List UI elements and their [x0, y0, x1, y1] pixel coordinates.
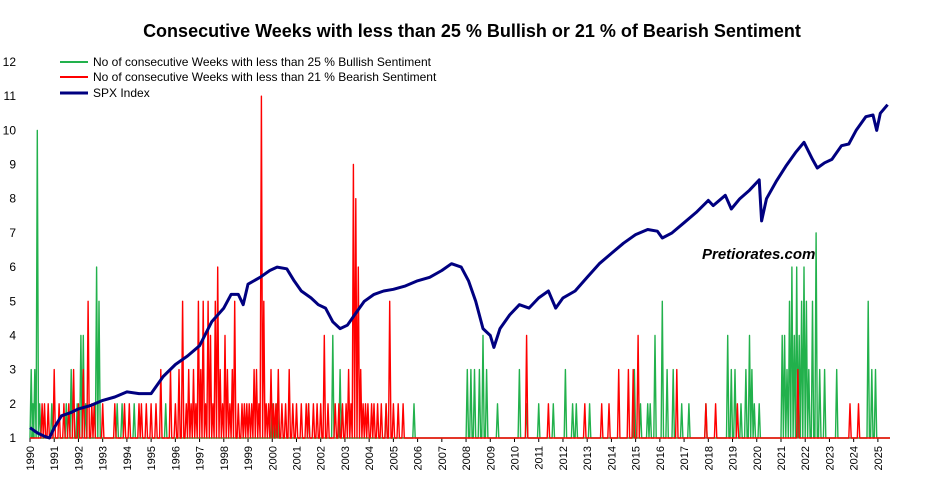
y-tick-label: 10	[3, 123, 17, 137]
legend-label-bearish: No of consecutive Weeks with less than 2…	[93, 70, 437, 84]
x-tick-label: 2022	[800, 446, 812, 470]
x-tick-label: 1995	[146, 446, 158, 470]
x-tick-label: 2017	[679, 446, 691, 470]
spx-series	[29, 103, 889, 440]
x-tick-label: 2012	[558, 446, 570, 470]
x-tick-label: 2006	[413, 446, 425, 470]
x-tick-label: 2001	[291, 446, 303, 470]
bearish-spike-line	[30, 95, 890, 439]
x-tick-label: 2018	[703, 446, 715, 470]
x-tick-labels: 1990 1991 1992 1993 1994 1995 1996 1997 1998 1999…	[25, 446, 885, 470]
x-tick-label: 2004	[364, 446, 376, 470]
x-tick-label: 1990	[25, 446, 37, 470]
x-tick-label: 2011	[534, 446, 546, 470]
x-tick-label: 1998	[219, 446, 231, 470]
x-tick-label: 2024	[849, 446, 861, 470]
legend: No of consecutive Weeks with less than 2…	[60, 55, 437, 100]
x-tick-label: 2000	[267, 446, 279, 470]
chart-title: Consecutive Weeks with less than 25 % Bu…	[143, 21, 801, 41]
y-tick-label: 3	[9, 363, 16, 377]
legend-label-bullish: No of consecutive Weeks with less than 2…	[93, 55, 432, 69]
y-tick-label: 5	[9, 294, 16, 308]
y-tick-label: 1	[9, 431, 16, 445]
x-tick-label: 2015	[631, 446, 643, 470]
x-tick-label: 1993	[98, 446, 110, 470]
y-tick-label: 12	[3, 55, 17, 69]
y-tick-label: 11	[4, 89, 17, 103]
x-tick-label: 1994	[122, 446, 134, 470]
y-tick-label: 7	[9, 226, 16, 240]
x-tick-label: 2002	[316, 446, 328, 470]
x-tick-label: 2025	[873, 446, 885, 470]
x-tick-label: 2020	[752, 446, 764, 470]
x-tick-label: 2009	[485, 446, 497, 470]
y-tick-label: 8	[9, 192, 16, 206]
x-tick-label: 1997	[195, 446, 207, 470]
x-tick-label: 1999	[243, 446, 255, 470]
spx-line	[29, 103, 889, 440]
x-tick-label: 2003	[340, 446, 352, 470]
x-tick-label: 2010	[510, 446, 522, 470]
x-tick-label: 1992	[73, 446, 85, 470]
legend-label-spx: SPX Index	[93, 86, 150, 100]
x-tick-label: 1996	[170, 446, 182, 470]
watermark: Pretiorates.com	[702, 246, 815, 263]
y-tick-label: 4	[9, 328, 16, 342]
x-tick-label: 2016	[655, 446, 667, 470]
bearish-series	[30, 95, 890, 439]
x-tick-label: 2008	[461, 446, 473, 470]
x-tick-label: 2023	[824, 446, 836, 470]
x-tick-label: 2005	[388, 446, 400, 470]
y-tick-label: 9	[9, 158, 16, 172]
y-tick-label: 2	[9, 397, 16, 411]
bullish-series	[29, 129, 890, 439]
y-tick-label: 6	[9, 260, 16, 274]
x-tick-label: 2019	[728, 446, 740, 470]
bullish-spike-line	[29, 129, 890, 439]
x-tick-label: 2014	[606, 446, 618, 470]
x-tick-label: 2007	[437, 446, 449, 470]
x-tick-label: 2013	[582, 446, 594, 470]
x-tick-label: 2021	[776, 446, 788, 470]
x-tick-label: 1991	[49, 446, 61, 470]
